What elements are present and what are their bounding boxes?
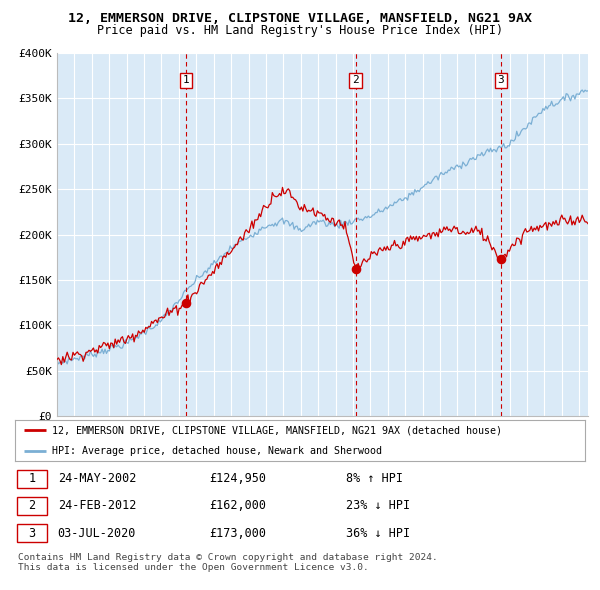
Point xyxy=(351,264,361,274)
Text: 8% ↑ HPI: 8% ↑ HPI xyxy=(346,472,403,485)
Text: 36% ↓ HPI: 36% ↓ HPI xyxy=(346,527,410,540)
Text: 1: 1 xyxy=(28,472,35,485)
Text: 3: 3 xyxy=(497,76,505,86)
Text: HPI: Average price, detached house, Newark and Sherwood: HPI: Average price, detached house, Newa… xyxy=(52,446,382,456)
Text: £124,950: £124,950 xyxy=(209,472,266,485)
Text: 2: 2 xyxy=(352,76,359,86)
Text: £173,000: £173,000 xyxy=(209,527,266,540)
Text: 3: 3 xyxy=(28,527,35,540)
Text: Contains HM Land Registry data © Crown copyright and database right 2024.
This d: Contains HM Land Registry data © Crown c… xyxy=(18,553,438,572)
FancyBboxPatch shape xyxy=(17,470,47,487)
Text: 2: 2 xyxy=(28,499,35,513)
Text: 12, EMMERSON DRIVE, CLIPSTONE VILLAGE, MANSFIELD, NG21 9AX: 12, EMMERSON DRIVE, CLIPSTONE VILLAGE, M… xyxy=(68,12,532,25)
Point xyxy=(496,254,506,264)
FancyBboxPatch shape xyxy=(17,497,47,515)
Text: 23% ↓ HPI: 23% ↓ HPI xyxy=(346,499,410,513)
Text: 24-FEB-2012: 24-FEB-2012 xyxy=(58,499,136,513)
Text: Price paid vs. HM Land Registry's House Price Index (HPI): Price paid vs. HM Land Registry's House … xyxy=(97,24,503,37)
Text: 24-MAY-2002: 24-MAY-2002 xyxy=(58,472,136,485)
FancyBboxPatch shape xyxy=(17,525,47,542)
Point xyxy=(181,298,190,307)
Text: 03-JUL-2020: 03-JUL-2020 xyxy=(58,527,136,540)
Text: £162,000: £162,000 xyxy=(209,499,266,513)
Text: 1: 1 xyxy=(182,76,189,86)
Text: 12, EMMERSON DRIVE, CLIPSTONE VILLAGE, MANSFIELD, NG21 9AX (detached house): 12, EMMERSON DRIVE, CLIPSTONE VILLAGE, M… xyxy=(52,425,502,435)
